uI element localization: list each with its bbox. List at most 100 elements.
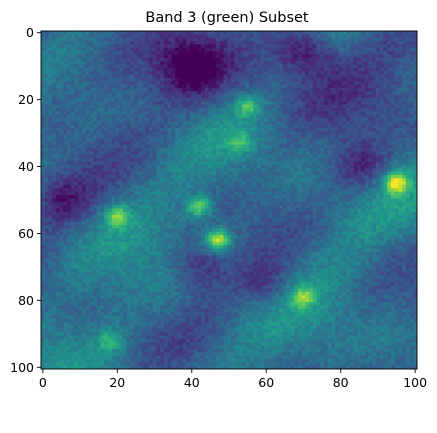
heatmap-cell xyxy=(242,67,247,72)
heatmap-cell xyxy=(316,84,321,89)
heatmap-cell xyxy=(320,47,325,52)
heatmap-cell xyxy=(175,71,180,75)
heatmap-cell xyxy=(357,128,362,132)
heatmap-cell xyxy=(52,171,57,176)
heatmap-cell xyxy=(175,51,180,55)
heatmap-cell xyxy=(67,171,72,176)
heatmap-cell xyxy=(368,154,373,159)
heatmap-cell xyxy=(364,148,369,152)
heatmap-cell xyxy=(141,134,146,139)
heatmap-cell xyxy=(78,71,83,75)
heatmap-cell xyxy=(78,168,83,172)
heatmap-cell xyxy=(208,121,213,126)
heatmap-cell xyxy=(379,114,384,119)
heatmap-cell xyxy=(152,124,157,129)
heatmap-cell xyxy=(305,138,310,142)
heatmap-cell xyxy=(286,74,291,79)
heatmap-cell xyxy=(294,128,299,132)
heatmap-cell xyxy=(111,44,116,49)
heatmap-cell xyxy=(178,148,183,152)
heatmap-cell xyxy=(323,188,328,192)
heatmap-cell xyxy=(253,97,258,102)
heatmap-cell xyxy=(148,81,154,85)
heatmap-cell xyxy=(208,154,213,159)
heatmap-cell xyxy=(256,178,261,182)
heatmap-cell xyxy=(167,34,172,39)
heatmap-cell xyxy=(111,104,116,109)
heatmap-cell xyxy=(59,131,64,136)
heatmap-cell xyxy=(160,111,165,116)
heatmap-cell xyxy=(327,148,332,152)
heatmap-cell xyxy=(394,118,399,122)
heatmap-cell xyxy=(402,191,407,196)
heatmap-cell xyxy=(256,44,261,49)
heatmap-cell xyxy=(52,191,57,196)
heatmap-cell xyxy=(193,61,198,65)
heatmap-cell xyxy=(215,84,221,89)
heatmap-cell xyxy=(63,84,68,89)
heatmap-cell xyxy=(44,131,49,136)
heatmap-cell xyxy=(55,47,60,52)
heatmap-cell xyxy=(320,87,325,92)
heatmap-cell xyxy=(85,158,90,162)
heatmap-cell xyxy=(137,44,142,49)
heatmap-cell xyxy=(175,148,180,152)
heatmap-cell xyxy=(327,94,332,99)
heatmap-cell xyxy=(271,124,276,129)
heatmap-cell xyxy=(122,178,127,182)
heatmap-cell xyxy=(338,168,343,172)
heatmap-cell xyxy=(256,111,261,116)
heatmap-cell xyxy=(268,134,273,139)
heatmap-cell xyxy=(234,131,239,136)
heatmap-cell xyxy=(305,41,310,45)
heatmap-cell xyxy=(346,191,351,196)
heatmap-cell xyxy=(219,67,224,72)
heatmap-cell xyxy=(85,84,90,89)
heatmap-cell xyxy=(271,131,276,136)
heatmap-cell xyxy=(398,178,403,182)
heatmap-cell xyxy=(175,118,180,122)
heatmap-cell xyxy=(208,144,213,149)
heatmap-cell xyxy=(122,164,127,169)
heatmap-cell xyxy=(156,31,161,35)
heatmap-cell xyxy=(208,44,213,49)
heatmap-cell xyxy=(219,41,224,45)
heatmap-cell xyxy=(390,61,396,65)
heatmap-cell xyxy=(320,64,325,69)
heatmap-cell xyxy=(320,57,325,62)
heatmap-cell xyxy=(372,81,377,85)
heatmap-cell xyxy=(55,67,60,72)
heatmap-cell xyxy=(398,61,403,65)
heatmap-cell xyxy=(215,77,221,82)
heatmap-cell xyxy=(383,171,388,176)
heatmap-cell xyxy=(189,57,194,62)
heatmap-cell xyxy=(96,171,101,176)
heatmap-cell xyxy=(301,141,306,146)
heatmap-cell xyxy=(52,34,57,39)
heatmap-cell xyxy=(137,67,142,72)
heatmap-cell xyxy=(215,161,221,166)
heatmap-cell xyxy=(93,194,98,199)
heatmap-cell xyxy=(167,64,172,69)
heatmap-cell xyxy=(134,67,139,72)
heatmap-cell xyxy=(309,94,314,99)
heatmap-cell xyxy=(96,47,101,52)
heatmap-cell xyxy=(74,57,79,62)
heatmap-cell xyxy=(145,111,150,116)
heatmap-cell xyxy=(182,67,187,72)
heatmap-cell xyxy=(67,41,72,45)
heatmap-cell xyxy=(122,121,127,126)
heatmap-cell xyxy=(78,148,83,152)
heatmap-cell xyxy=(316,188,321,192)
heatmap-cell xyxy=(59,64,64,69)
heatmap-cell xyxy=(331,188,336,192)
heatmap-cell xyxy=(52,194,57,199)
heatmap-cell xyxy=(175,31,180,35)
heatmap-cell xyxy=(89,41,94,45)
heatmap-cell xyxy=(108,151,113,156)
heatmap-cell xyxy=(245,114,250,119)
heatmap-cell xyxy=(85,107,90,112)
heatmap-cell xyxy=(175,178,180,182)
heatmap-cell xyxy=(130,64,135,69)
heatmap-cell xyxy=(108,194,113,199)
